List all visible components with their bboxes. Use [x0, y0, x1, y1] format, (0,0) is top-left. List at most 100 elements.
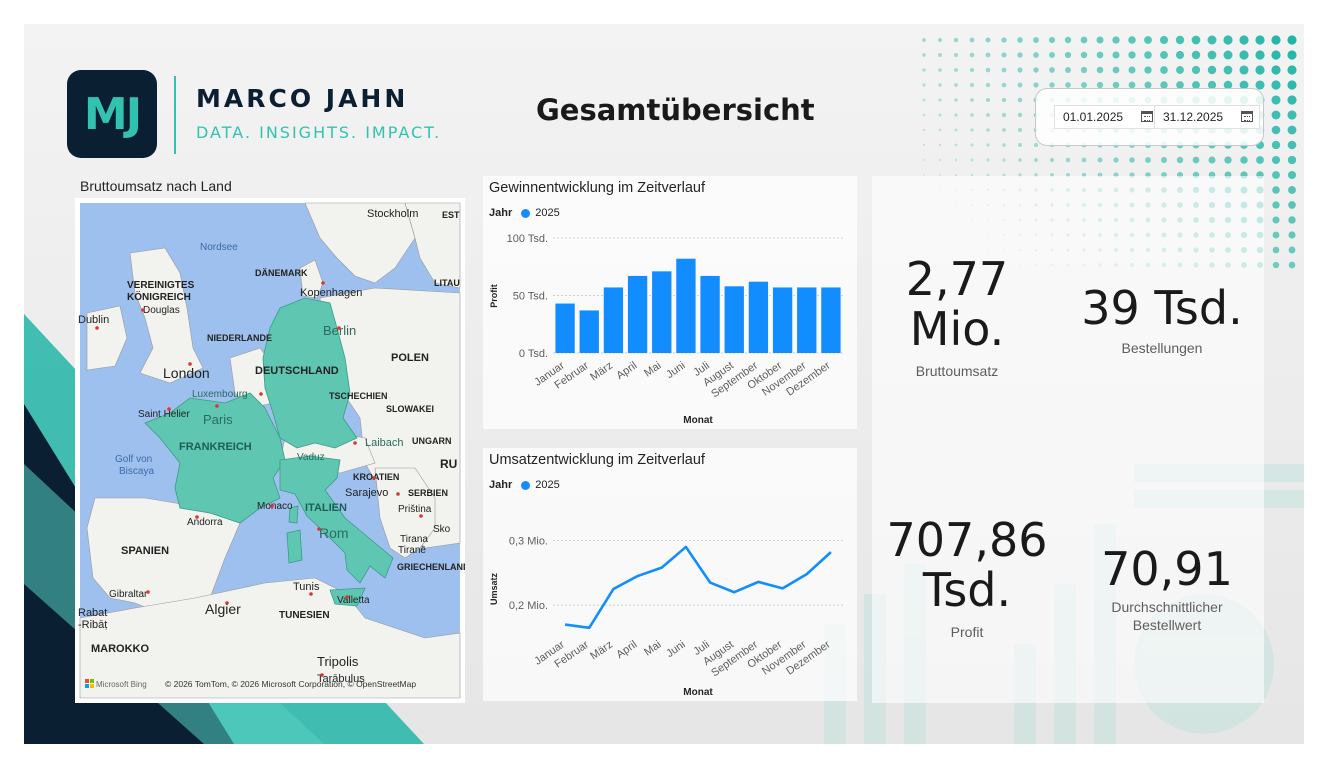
bar-november	[797, 287, 817, 353]
map-label-douglas: Douglas	[143, 305, 180, 316]
kpi-orders-label: Bestellungen	[1121, 340, 1203, 356]
map-attribution[interactable]: © 2026 TomTom, © 2026 Microsoft Corporat…	[165, 679, 416, 689]
map-label-niederlande: NIEDERLANDE	[207, 333, 272, 343]
logo-divider	[174, 76, 176, 154]
kpi-avg-order-label-1: Durchschnittlicher	[1111, 599, 1223, 615]
map-label-kopenhagen: Kopenhagen	[300, 287, 362, 299]
map-label-monaco: Monaco	[257, 501, 293, 512]
map-title: Bruttoumsatz nach Land	[80, 178, 232, 194]
legend-item[interactable]: 2025	[535, 207, 560, 219]
map-label-griechenland: GRIECHENLAND	[397, 562, 465, 572]
calendar-icon[interactable]	[1241, 111, 1253, 122]
map-label-ru: RU	[440, 457, 457, 471]
map-region-france[interactable]	[144, 392, 286, 524]
map-label-tunesien: TUNESIEN	[279, 610, 330, 621]
map-label-tarabulus: Tarābulus	[317, 673, 365, 685]
y-axis-title: Umsatz	[489, 572, 499, 605]
map-visual[interactable]: Stockholm EST Nordsee DÄNEMARK Kopenhage…	[75, 198, 465, 703]
map-label-ungarn: UNGARN	[412, 436, 452, 446]
legend-item[interactable]: 2025	[535, 479, 560, 491]
kpi-profit[interactable]: 707,86 Tsd. Profit	[872, 515, 1062, 641]
kpi-revenue-label: Bruttoumsatz	[915, 363, 999, 379]
map-label-rabat2: -Ribāṭ	[78, 619, 107, 631]
bar-oktober	[772, 287, 793, 353]
end-date-input[interactable]: 31.12.2025	[1154, 105, 1260, 129]
profit-chart-legend: Jahr 2025	[489, 207, 560, 219]
x-tick-label: Mai	[642, 639, 663, 659]
kpi-revenue[interactable]: 2,77 Mio. Bruttoumsatz	[872, 254, 1042, 380]
map-label-kroatien: KROATIEN	[353, 472, 399, 482]
map-label-lita: LITAU	[434, 278, 460, 288]
kpi-avg-order-label-2: Bestellwert	[1132, 617, 1202, 633]
legend-title: Jahr	[489, 479, 513, 491]
map-label-rom: Rom	[319, 525, 349, 541]
bar-januar	[555, 303, 575, 353]
start-date-input[interactable]: 01.01.2025	[1054, 105, 1160, 129]
revenue-chart-legend: Jahr 2025	[489, 479, 560, 491]
end-date-value: 31.12.2025	[1163, 110, 1224, 124]
x-axis-title: Monat	[683, 415, 713, 426]
page-title: Gesamtübersicht	[536, 93, 815, 127]
map-label-est: EST	[442, 210, 460, 220]
brand-logo: MJ	[67, 70, 157, 158]
legend-dot	[521, 480, 531, 490]
map-label-sko: Sko	[433, 524, 451, 535]
map-label-paris: Paris	[203, 412, 233, 427]
brand-tagline: DATA. INSIGHTS. IMPACT.	[196, 123, 442, 142]
start-date-value: 01.01.2025	[1063, 110, 1124, 124]
y-tick-label: 100 Tsd.	[507, 233, 548, 245]
x-axis-title: Monat	[683, 687, 713, 698]
map-label-italien: ITALIEN	[305, 502, 347, 514]
map-label-marokko: MAROKKO	[91, 643, 149, 655]
kpi-profit-value-2: Tsd.	[922, 563, 1012, 617]
revenue-chart-title: Umsatzentwicklung im Zeitverlauf	[489, 452, 705, 468]
map-label-spanien: SPANIEN	[121, 545, 169, 557]
y-tick-label: 0,2 Mio.	[509, 600, 548, 612]
brand-name: MARCO JAHN	[196, 84, 409, 113]
map-label-andorra: Andorra	[187, 517, 223, 528]
map-label-stockholm: Stockholm	[367, 208, 418, 220]
kpi-avg-order[interactable]: 70,91 Durchschnittlicher Bestellwert	[1082, 544, 1252, 634]
map-label-uk2: KÖNIGREICH	[127, 290, 191, 303]
bar-august	[724, 286, 744, 353]
map-label-tirana: Tirana	[400, 534, 428, 545]
map-label-vaduz: Vaduz	[297, 452, 325, 463]
map-label-tripolis: Tripolis	[317, 654, 359, 669]
map-label-saint-helier: Saint Helier	[138, 409, 190, 420]
map-label-london: London	[163, 365, 210, 381]
revenue-line-series	[564, 545, 832, 630]
map-region-germany[interactable]	[262, 297, 358, 449]
profit-chart-title: Gewinnentwicklung im Zeitverlauf	[489, 180, 705, 196]
x-tick-label: März	[588, 360, 615, 384]
map-label-golf1: Golf von	[115, 454, 152, 465]
bing-label: Microsoft Bing	[96, 680, 147, 689]
map-label-tirane: Tiranë	[398, 545, 426, 556]
map-label-polen: POLEN	[391, 352, 429, 364]
map-label-dublin: Dublin	[78, 314, 109, 326]
revenue-chart-card[interactable]: Umsatzentwicklung im Zeitverlauf Jahr 20…	[483, 448, 857, 701]
kpi-revenue-value-1: 2,77	[905, 252, 1009, 306]
map-label-daenemark: DÄNEMARK	[255, 268, 308, 278]
profit-chart-card[interactable]: Gewinnentwicklung im Zeitverlauf Jahr 20…	[483, 176, 857, 429]
calendar-icon[interactable]	[1141, 111, 1153, 122]
bar-märz	[603, 287, 624, 353]
map-label-uk1: VEREINIGTES	[127, 280, 195, 291]
map-label-tunis: Tunis	[293, 581, 320, 593]
kpi-avg-order-value: 70,91	[1101, 542, 1233, 596]
logo-initials: MJ	[83, 88, 142, 140]
map-label-laibach: Laibach	[365, 437, 404, 449]
map-label-valletta: Valletta	[337, 595, 370, 606]
kpi-revenue-value-2: Mio.	[909, 302, 1005, 356]
map-region-italy[interactable]	[279, 455, 394, 584]
bar-mai	[652, 271, 672, 353]
x-tick-label: Juni	[664, 639, 687, 660]
kpi-orders-value: 39 Tsd.	[1081, 281, 1243, 335]
kpi-orders[interactable]: 39 Tsd. Bestellungen	[1067, 283, 1257, 357]
kpi-profit-label: Profit	[950, 624, 984, 640]
map-label-serbien: SERBIEN	[408, 488, 448, 498]
microsoft-bing-logo: Microsoft Bing	[85, 679, 147, 689]
map-label-frankreich: FRANKREICH	[179, 441, 252, 453]
date-range-slicer: 01.01.2025 31.12.2025	[1035, 88, 1264, 146]
